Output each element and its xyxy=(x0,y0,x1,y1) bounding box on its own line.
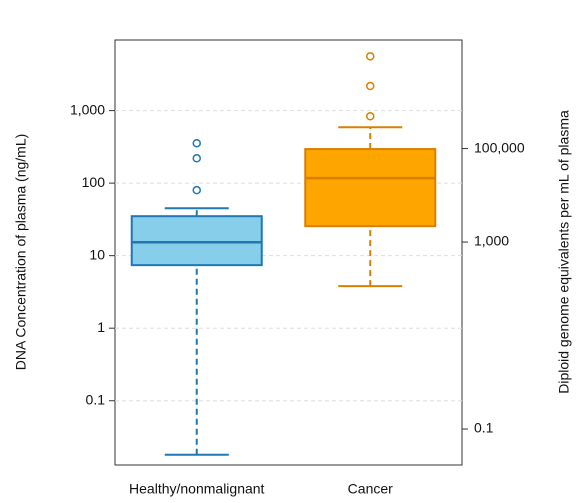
x-tick-label: Healthy/nonmalignant xyxy=(129,481,265,497)
outlier xyxy=(192,154,201,163)
outlier xyxy=(192,138,201,148)
y2-tick-label: 1,000 xyxy=(474,233,509,249)
y-tick-label: 0.1 xyxy=(86,391,106,407)
outlier xyxy=(192,185,201,195)
y2-axis-label: Diploid genome equivalents per mL of pla… xyxy=(556,110,572,394)
y-tick-label: 1 xyxy=(97,319,105,335)
outlier xyxy=(366,81,375,91)
y2-tick-label: 100,000 xyxy=(474,139,525,155)
y2-tick-label: 0.1 xyxy=(474,420,494,436)
box xyxy=(130,215,263,267)
y-tick-label: 1,000 xyxy=(70,101,105,117)
outlier xyxy=(366,52,375,61)
y-tick-label: 100 xyxy=(82,174,106,190)
plot-frame xyxy=(114,39,463,466)
y-tick-label: 10 xyxy=(89,246,105,262)
y-axis-label: DNA Concentration of plasma (ng/mL) xyxy=(13,134,29,371)
x-tick-label: Cancer xyxy=(348,481,393,497)
box xyxy=(304,148,437,228)
outlier xyxy=(366,112,375,121)
